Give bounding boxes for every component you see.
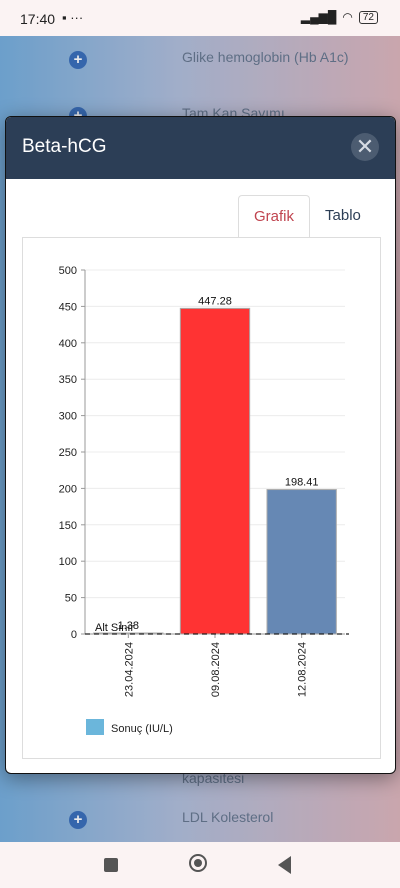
y-tick-label: 150: [59, 520, 77, 532]
y-tick-label: 450: [59, 301, 77, 313]
bar: [93, 632, 164, 635]
status-time: 17:40: [20, 11, 56, 27]
navigation-bar: [0, 842, 400, 888]
list-item[interactable]: + LDL Kolesterol: [0, 808, 400, 858]
wifi-icon: ◠: [342, 10, 353, 24]
y-tick-label: 250: [59, 447, 77, 459]
list-item-label: Glike hemoglobin (Hb A1c): [182, 49, 349, 65]
data-label: 447.28: [198, 295, 232, 307]
notification-icons: ▪ ···: [62, 10, 84, 25]
list-item[interactable]: kapasitesi: [0, 769, 400, 819]
x-tick-label: 23.04.2024: [123, 642, 135, 697]
add-icon[interactable]: +: [69, 811, 87, 829]
list-item-label: LDL Kolesterol: [182, 809, 274, 825]
modal-title: Beta-hCG: [22, 136, 107, 157]
data-label: 198.41: [285, 477, 319, 489]
data-label: 1.38: [118, 620, 139, 632]
back-icon[interactable]: [278, 856, 291, 874]
modal-header: Beta-hCG ✕: [6, 117, 395, 179]
legend-label: Sonuç (IU/L): [111, 723, 173, 735]
result-modal: Beta-hCG ✕ Grafik Tablo 0 50 100 150 200 250 3…: [5, 116, 396, 774]
status-right: ▂▄▆█ ◠ 72: [301, 10, 378, 24]
y-tick-label: 300: [59, 411, 77, 423]
y-tick-label: 50: [65, 593, 77, 605]
view-tabs: Grafik Tablo: [238, 195, 376, 239]
bar-chart: 0 50 100 150 200 250 300 350 400 450 500 23.04.2024…: [59, 265, 349, 735]
y-tick-label: 0: [71, 629, 77, 641]
add-icon[interactable]: +: [69, 51, 87, 69]
tab-tablo[interactable]: Tablo: [325, 207, 361, 224]
list-item[interactable]: + Glike hemoglobin (Hb A1c): [0, 46, 400, 96]
x-tick-label: 09.08.2024: [210, 642, 222, 697]
x-tick-label: 12.08.2024: [297, 642, 309, 697]
y-tick-label: 350: [59, 374, 77, 386]
signal-icon: ▂▄▆█: [300, 10, 337, 24]
bar: [179, 307, 251, 635]
tab-grafik[interactable]: Grafik: [238, 195, 311, 239]
bar: [266, 489, 337, 635]
status-bar: 17:40 ▪ ··· ▂▄▆█ ◠ 72: [0, 0, 400, 36]
recents-icon[interactable]: [104, 858, 118, 872]
y-tick-label: 100: [59, 556, 77, 568]
list-item-label: kapasitesi: [182, 770, 245, 786]
close-button[interactable]: ✕: [351, 133, 379, 161]
chart-panel: 0 50 100 150 200 250 300 350 400 450 500 23.04.2024…: [22, 237, 381, 759]
home-icon[interactable]: [189, 854, 207, 872]
y-tick-label: 400: [59, 338, 77, 350]
reference-line-label: Alt Sınır: [95, 622, 134, 634]
battery-icon: 72: [358, 10, 378, 24]
legend-swatch: [86, 719, 104, 735]
y-tick-label: 500: [59, 265, 77, 277]
y-tick-label: 200: [59, 483, 77, 495]
close-icon: ✕: [355, 134, 375, 159]
